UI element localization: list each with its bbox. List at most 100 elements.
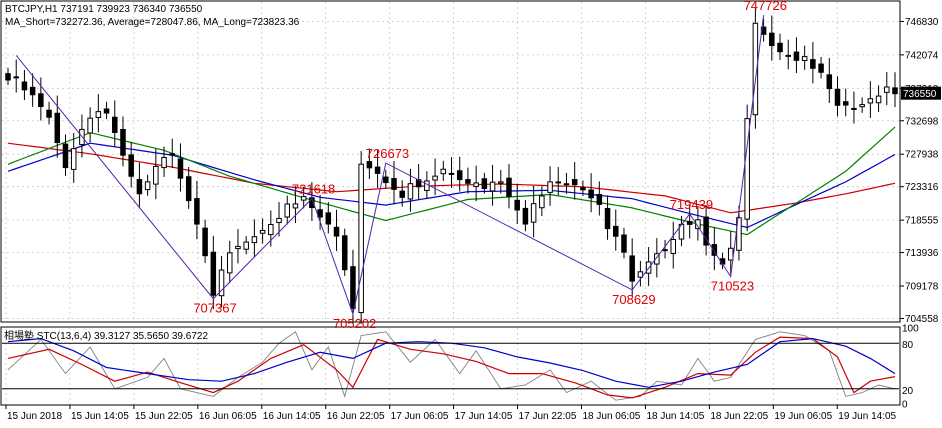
symbol-ohlc-label: BTCJPY,H1 737191 739923 736340 736550 (5, 4, 203, 15)
candle (210, 235, 217, 310)
price-axis: 7468307420747373187326987279387233167185… (900, 17, 939, 325)
candle (5, 67, 11, 86)
price-tick-label: 709178 (905, 282, 939, 293)
candle (317, 194, 323, 230)
time-axis: 15 Jun 2018 15 Jun 14:05 15 Jun 22:05 16 Ju… (5, 405, 897, 422)
time-tick-label: 15 Jun 22:05 (135, 411, 193, 422)
candle (810, 42, 816, 84)
main-grid (2, 2, 899, 321)
price-tick-label: 723316 (905, 182, 939, 193)
candle (596, 181, 603, 216)
zigzag-price-label: 710523 (711, 279, 754, 294)
zigzag-price-label: 747726 (744, 0, 787, 13)
candle (112, 100, 118, 147)
candle (284, 195, 290, 225)
candle (481, 172, 488, 194)
candle (333, 209, 340, 252)
candle (818, 56, 824, 79)
candle (769, 15, 775, 61)
candle (243, 236, 249, 255)
candle (695, 205, 701, 241)
main-panel-frame (0, 0, 901, 323)
current-price-tag: 736550 (901, 86, 941, 100)
candle (21, 70, 28, 101)
candle (374, 150, 381, 188)
candle (391, 160, 397, 205)
candle (530, 185, 537, 238)
candle (161, 146, 167, 177)
candle (826, 57, 833, 104)
candle (358, 151, 364, 324)
candle (867, 81, 874, 118)
candle (87, 107, 93, 143)
zigzag-price-label: 705202 (333, 316, 376, 331)
candle (875, 85, 882, 113)
candle (440, 160, 447, 181)
candle (366, 148, 373, 180)
price-tick-label: 742074 (905, 50, 939, 61)
candle (588, 173, 594, 213)
current-price-value: 736550 (903, 89, 937, 100)
candle (325, 201, 332, 234)
stc-lines (7, 331, 896, 401)
time-tick-label: 17 Jun 06:05 (391, 411, 449, 422)
zigzag-price-label: 719439 (670, 197, 713, 212)
candle (793, 37, 800, 74)
candle (465, 167, 471, 194)
time-tick-label: 19 Jun 06:05 (774, 411, 832, 422)
candle (144, 174, 151, 196)
candle (103, 101, 110, 120)
indicator-panel-frame (0, 326, 901, 406)
price-tick-label: 727938 (905, 150, 939, 161)
candle (62, 134, 69, 176)
candle (128, 141, 134, 188)
candle (629, 238, 635, 297)
candle (506, 164, 512, 209)
candle (259, 218, 266, 244)
candle (571, 161, 578, 200)
zigzag-price-label: 708629 (612, 292, 655, 307)
indicator-label: 相場塾 STC(13,6,4) 39.3127 35.5650 39.6722 (4, 329, 208, 342)
stc-gray-line (7, 331, 896, 401)
zigzag-indicator: 707367 721618 705202 726673 708629 719439 7105… (15, 0, 787, 331)
indicator-tick-label: 100 (902, 324, 919, 335)
candle (752, 6, 759, 129)
candle (276, 202, 282, 237)
candle (884, 72, 890, 106)
candle (153, 148, 159, 200)
candle (851, 91, 857, 124)
candle (309, 182, 315, 221)
candle (801, 45, 808, 70)
stc-red-line (7, 336, 896, 399)
price-tick-label: 704558 (905, 314, 939, 325)
candle (498, 169, 504, 194)
candle (580, 180, 586, 196)
time-tick-label: 15 Jun 14:05 (71, 411, 129, 422)
candle (711, 227, 718, 271)
time-tick-label: 15 Jun 2018 (7, 411, 62, 422)
candle (514, 183, 520, 224)
candle (292, 186, 299, 224)
time-tick-label: 17 Jun 14:05 (455, 411, 513, 422)
candle (29, 73, 36, 107)
time-tick-label: 18 Jun 22:05 (710, 411, 768, 422)
candle (539, 186, 545, 217)
candle (13, 59, 19, 93)
candle (621, 227, 627, 259)
candle (744, 104, 750, 232)
candle (177, 143, 184, 192)
stc-blue-line (7, 337, 896, 388)
candle (456, 156, 463, 192)
candle (859, 97, 865, 113)
candle (834, 76, 841, 117)
candle (38, 77, 44, 121)
candle (120, 116, 126, 167)
candle (522, 199, 529, 232)
candle (842, 88, 849, 117)
candle (489, 164, 496, 206)
candle (563, 172, 570, 194)
candle (703, 205, 709, 256)
candle (70, 132, 77, 183)
candle (226, 240, 233, 284)
